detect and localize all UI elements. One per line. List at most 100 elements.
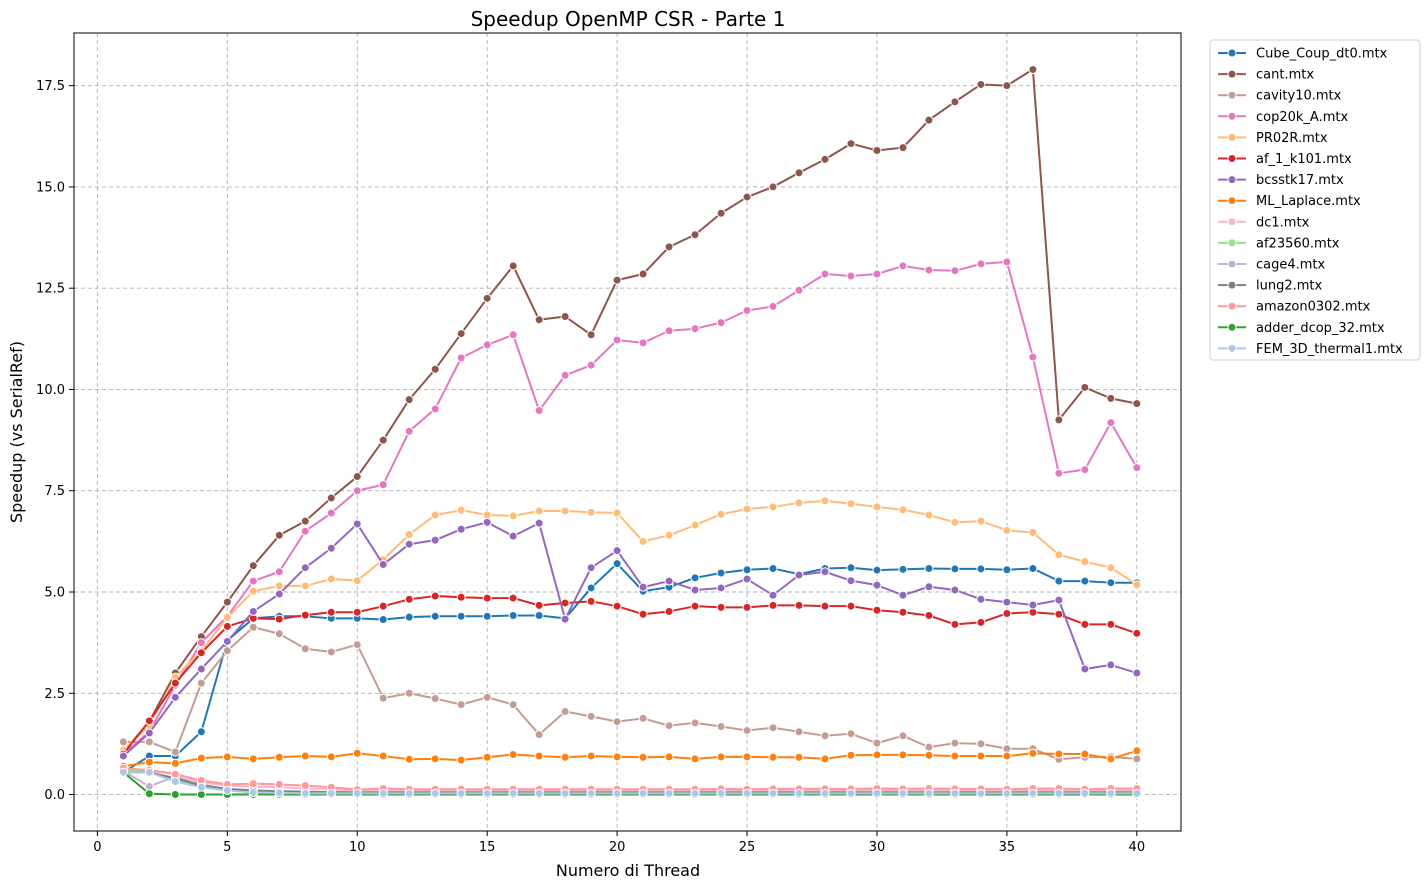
data-point: [222, 613, 232, 623]
legend-swatch-marker: [1227, 301, 1237, 311]
data-point: [820, 567, 830, 577]
data-point: [950, 564, 960, 574]
data-point: [638, 609, 648, 619]
data-point: [820, 154, 830, 164]
series-line: [123, 749, 1138, 768]
data-point: [404, 788, 414, 798]
data-point: [768, 600, 778, 610]
data-point: [638, 752, 648, 762]
data-point: [716, 318, 726, 328]
legend-label: ML_Laplace.mtx: [1256, 194, 1361, 209]
data-point: [534, 506, 544, 516]
data-point: [742, 752, 752, 762]
data-point: [326, 752, 336, 762]
data-point: [742, 504, 752, 514]
legend: Cube_Coup_dt0.mtx cant.mtx cavity10.mtx cop…: [1209, 39, 1421, 361]
data-point: [534, 406, 544, 416]
data-point: [352, 486, 362, 496]
data-point: [378, 601, 388, 611]
legend-label: FEM_3D_thermal1.mtx: [1256, 342, 1403, 357]
data-point: [274, 629, 284, 639]
data-point: [404, 529, 414, 539]
data-point: [664, 326, 674, 336]
data-point: [1002, 81, 1012, 91]
data-point: [430, 611, 440, 621]
data-point: [326, 543, 336, 553]
data-point: [196, 678, 206, 688]
legend-item: cop20k_A.mtx: [1218, 110, 1348, 125]
data-point: [820, 754, 830, 764]
data-point: [1054, 576, 1064, 586]
data-point: [1054, 550, 1064, 560]
data-point: [378, 693, 388, 703]
data-point: [690, 601, 700, 611]
data-point: [924, 582, 934, 592]
data-point: [794, 285, 804, 295]
legend-label: cage4.mtx: [1256, 258, 1326, 273]
legend-item: cage4.mtx: [1218, 258, 1326, 273]
data-point: [196, 638, 206, 648]
data-point: [1028, 788, 1038, 798]
series-line: [123, 771, 1137, 795]
data-point: [378, 435, 388, 445]
data-point: [664, 606, 674, 616]
data-point: [404, 426, 414, 436]
data-point: [924, 265, 934, 275]
data-point: [534, 751, 544, 761]
series-line: [123, 767, 1137, 791]
data-point: [924, 564, 934, 574]
data-point: [170, 758, 180, 768]
data-point: [170, 747, 180, 757]
data-point: [144, 767, 154, 777]
legend-item: amazon0302.mtx: [1218, 300, 1371, 315]
data-point: [352, 748, 362, 758]
data-point: [300, 781, 310, 791]
data-point: [222, 752, 232, 762]
data-point: [1054, 415, 1064, 425]
data-point: [170, 678, 180, 688]
data-point: [1132, 463, 1142, 473]
series-pr02r-mtx: [118, 496, 1142, 755]
data-point: [872, 502, 882, 512]
data-point: [352, 788, 362, 798]
data-point: [612, 788, 622, 798]
legend-swatch-marker: [1227, 322, 1237, 332]
data-point: [820, 788, 830, 798]
data-point: [534, 518, 544, 528]
x-tick-label: 40: [1129, 840, 1146, 855]
data-point: [924, 610, 934, 620]
plot-frame: [73, 32, 1182, 832]
data-point: [508, 700, 518, 710]
data-point: [664, 576, 674, 586]
data-point: [794, 498, 804, 508]
data-point: [456, 788, 466, 798]
data-point: [534, 730, 544, 740]
data-point: [690, 718, 700, 728]
data-point: [144, 757, 154, 767]
data-point: [404, 754, 414, 764]
legend-swatch-marker: [1227, 259, 1237, 269]
data-point: [638, 713, 648, 723]
data-point: [716, 509, 726, 519]
data-point: [612, 717, 622, 727]
data-point: [248, 606, 258, 616]
data-point: [1080, 619, 1090, 629]
data-point: [1132, 746, 1142, 756]
data-point: [1054, 468, 1064, 478]
data-point: [508, 593, 518, 603]
data-point: [950, 97, 960, 107]
data-point: [846, 788, 856, 798]
data-point: [404, 539, 414, 549]
data-point: [326, 607, 336, 617]
data-point: [326, 647, 336, 657]
series-line: [122, 499, 1138, 751]
legend-label: bcsstk17.mtx: [1256, 173, 1344, 188]
data-point: [872, 269, 882, 279]
legend-swatch-marker: [1227, 175, 1237, 185]
data-point: [274, 788, 284, 798]
data-point: [716, 583, 726, 593]
data-point: [950, 266, 960, 276]
data-point: [326, 508, 336, 518]
data-point: [560, 312, 570, 322]
